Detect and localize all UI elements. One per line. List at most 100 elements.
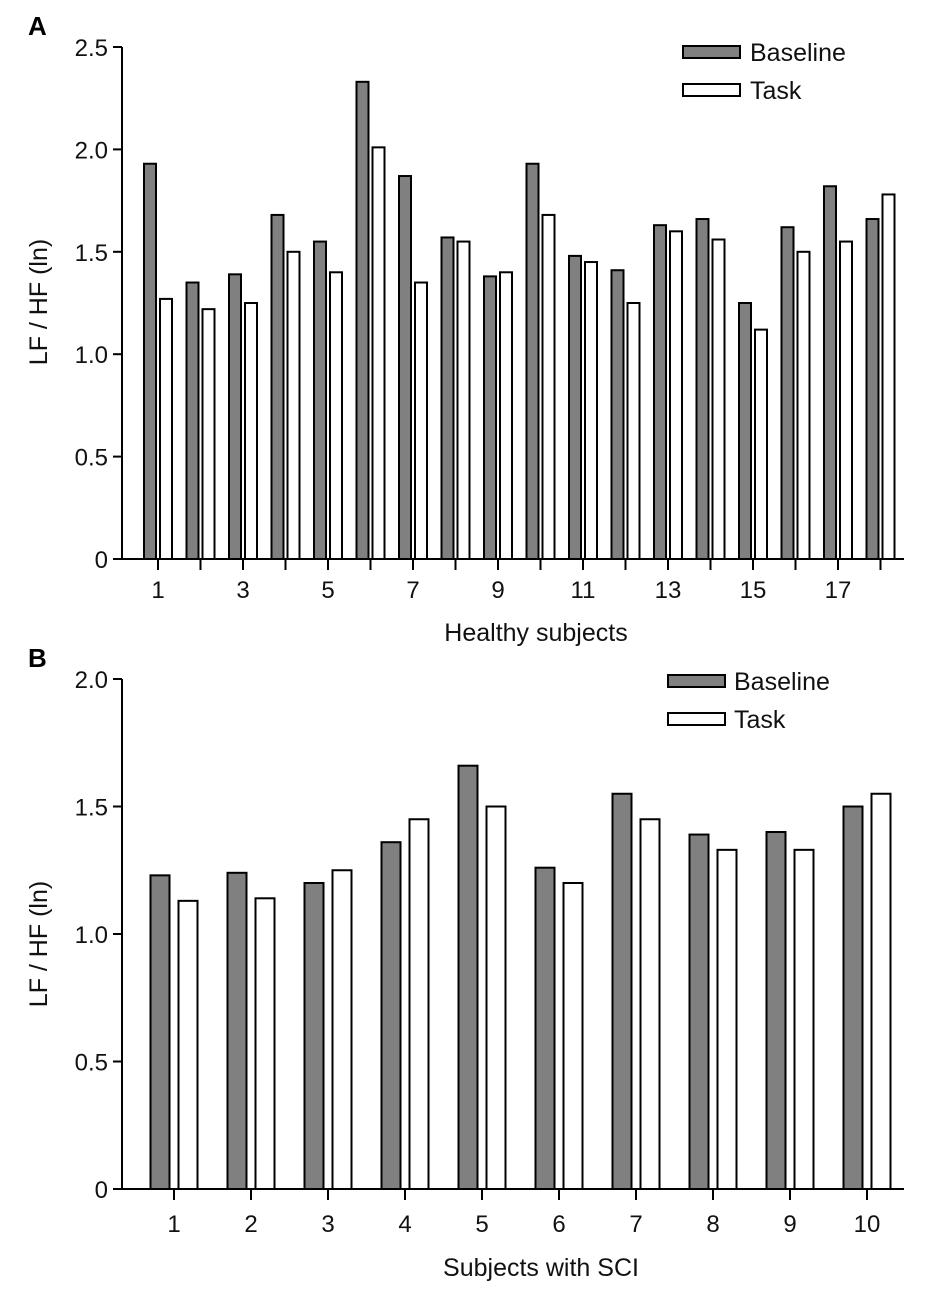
bar-baseline-3 xyxy=(303,882,325,1190)
legend-swatch-baseline xyxy=(682,45,741,59)
bar-task-8 xyxy=(456,240,471,560)
bar-task-6 xyxy=(562,882,584,1190)
x-tick-label: 6 xyxy=(552,1211,565,1238)
bar-task-7 xyxy=(639,818,661,1190)
bar-baseline-2 xyxy=(185,281,200,560)
y-tick-label: 0.5 xyxy=(75,445,108,472)
bar-task-15 xyxy=(754,328,768,560)
bar-task-5 xyxy=(485,805,507,1190)
bar-baseline-8 xyxy=(688,833,710,1190)
x-tick-label: 7 xyxy=(406,577,419,604)
bar-task-3 xyxy=(331,869,353,1190)
bar-baseline-4 xyxy=(270,213,285,560)
bar-baseline-5 xyxy=(457,764,479,1190)
bar-baseline-14 xyxy=(695,218,710,560)
y-tick-label: 0 xyxy=(95,547,108,574)
panel-label: A xyxy=(28,11,47,41)
bar-baseline-8 xyxy=(440,236,455,561)
bar-task-2 xyxy=(201,308,216,561)
chart-panel-b: B 0 0.5 1.0 1.5 2.0 1 2 3 4 5 6 7 8 9 10 Subjects with S… xyxy=(25,643,904,1282)
legend-swatch-task xyxy=(667,712,726,726)
x-tick-label: 9 xyxy=(783,1211,796,1238)
bar-task-5 xyxy=(329,271,343,560)
bar-task-10 xyxy=(541,213,556,560)
x-tick-label: 7 xyxy=(629,1211,642,1238)
bar-task-1 xyxy=(159,297,173,560)
x-tick-label: 15 xyxy=(740,577,767,604)
y-axis-title: LF / HF (ln) xyxy=(25,239,53,365)
bar-task-16 xyxy=(796,250,811,561)
y-tick-label: 1.0 xyxy=(75,342,108,369)
x-tick-label: 4 xyxy=(398,1211,411,1238)
bar-baseline-9 xyxy=(483,275,497,560)
bar-baseline-2 xyxy=(226,871,248,1190)
x-tick-label: 8 xyxy=(706,1211,719,1238)
bar-baseline-6 xyxy=(534,866,556,1190)
y-tick-label: 2.5 xyxy=(75,35,108,62)
panel-label: B xyxy=(28,643,47,673)
bar-task-11 xyxy=(584,261,598,560)
series-task xyxy=(177,792,892,1190)
bar-task-17 xyxy=(839,240,853,560)
y-tick-label: 1.5 xyxy=(75,240,108,267)
bar-baseline-9 xyxy=(765,831,787,1190)
bar-task-2 xyxy=(254,897,276,1190)
legend: Baseline Task xyxy=(667,668,830,734)
x-tick-label: 10 xyxy=(854,1211,881,1238)
x-tick-label: 3 xyxy=(236,577,249,604)
legend-label-baseline: Baseline xyxy=(750,39,846,67)
bar-baseline-4 xyxy=(380,841,402,1190)
legend-label-task: Task xyxy=(734,706,786,734)
bar-baseline-7 xyxy=(611,792,633,1190)
x-tick-label: 17 xyxy=(825,577,852,604)
bar-baseline-10 xyxy=(842,805,864,1190)
bar-baseline-10 xyxy=(525,162,540,560)
bar-baseline-13 xyxy=(653,224,667,560)
y-axis-title: LF / HF (ln) xyxy=(25,881,53,1007)
bar-task-10 xyxy=(870,792,892,1190)
bar-baseline-5 xyxy=(313,240,327,560)
x-tick-label: 1 xyxy=(151,577,164,604)
bar-baseline-1 xyxy=(149,874,171,1190)
legend-swatch-baseline xyxy=(667,674,726,688)
bar-baseline-1 xyxy=(143,162,157,560)
y-tick-label: 2.0 xyxy=(75,137,108,164)
x-tick-label: 5 xyxy=(321,577,334,604)
bar-baseline-18 xyxy=(865,218,880,560)
y-tick-label: 0.5 xyxy=(75,1050,108,1077)
legend-swatch-task xyxy=(682,83,741,97)
bar-task-9 xyxy=(793,848,815,1190)
series-task xyxy=(159,146,896,561)
x-tick-label: 2 xyxy=(244,1211,257,1238)
bar-task-8 xyxy=(716,848,738,1190)
bar-task-6 xyxy=(371,146,386,561)
x-tick-label: 3 xyxy=(321,1211,334,1238)
x-tick-label: 13 xyxy=(655,577,682,604)
bar-task-18 xyxy=(881,193,896,560)
legend-label-task: Task xyxy=(750,77,802,105)
bar-task-14 xyxy=(711,238,726,560)
bar-baseline-17 xyxy=(823,185,837,560)
x-tick-label: 1 xyxy=(167,1211,180,1238)
bar-baseline-3 xyxy=(228,273,242,560)
bar-task-9 xyxy=(499,271,513,560)
bar-baseline-11 xyxy=(568,254,582,560)
y-tick-label: 1.0 xyxy=(75,922,108,949)
x-axis-title: Healthy subjects xyxy=(444,619,627,647)
series-baseline xyxy=(149,764,864,1190)
bar-task-7 xyxy=(414,281,428,560)
bar-baseline-16 xyxy=(780,226,795,560)
bar-task-12 xyxy=(626,302,641,560)
legend-label-baseline: Baseline xyxy=(734,668,830,696)
bar-task-13 xyxy=(669,230,683,560)
y-tick-label: 1.5 xyxy=(75,795,108,822)
bar-baseline-6 xyxy=(355,80,370,560)
x-tick-label: 9 xyxy=(491,577,504,604)
bar-baseline-12 xyxy=(610,269,625,560)
x-axis-title: Subjects with SCI xyxy=(443,1254,639,1282)
bar-task-1 xyxy=(177,899,199,1190)
x-tick-label: 5 xyxy=(475,1211,488,1238)
y-tick-label: 0 xyxy=(95,1177,108,1204)
